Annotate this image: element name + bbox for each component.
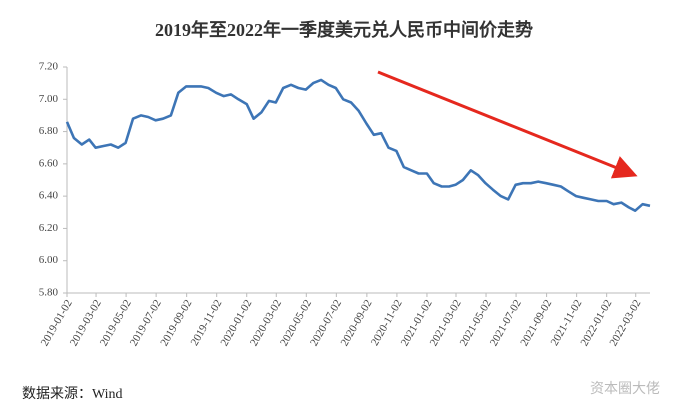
y-tick-label: 7.00 (39, 93, 59, 105)
watermark: 资本圈大佬 (590, 381, 660, 397)
chart-title: 2019年至2022年一季度美元兑人民币中间价走势 (155, 19, 533, 40)
y-tick-label: 5.80 (39, 287, 59, 299)
y-tick-label: 6.60 (39, 157, 59, 169)
trend-arrow (377, 70, 638, 179)
y-tick-label: 6.20 (39, 222, 59, 234)
y-tick-label: 6.40 (39, 190, 59, 202)
y-tick-label: 6.00 (39, 254, 59, 266)
y-tick-label: 7.20 (39, 61, 59, 73)
y-tick-label: 6.80 (39, 125, 59, 137)
series-line (65, 78, 651, 212)
source: 数据来源：Wind (22, 386, 123, 402)
